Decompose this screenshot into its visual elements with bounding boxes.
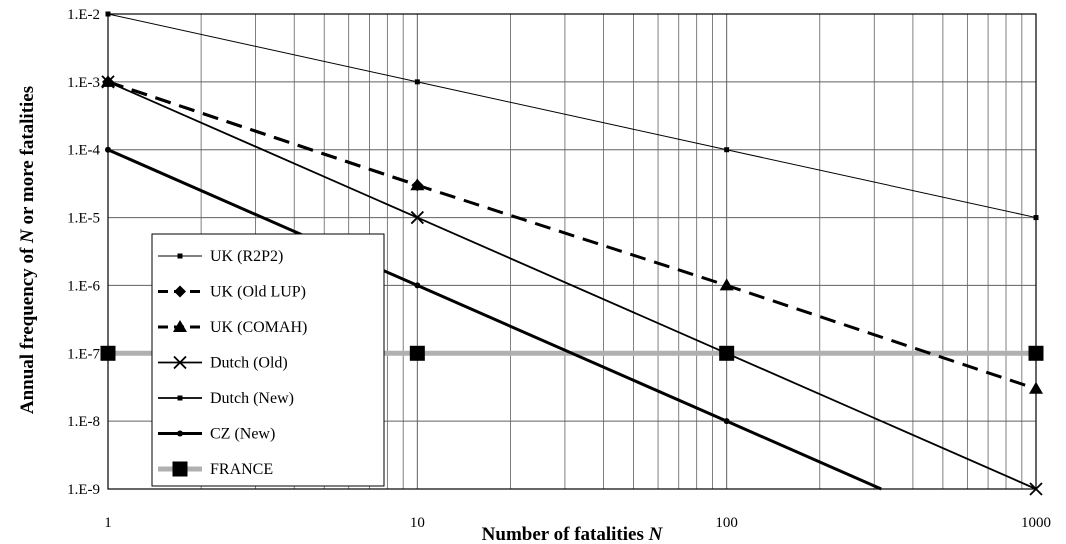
series-line bbox=[107, 148, 882, 491]
data-point bbox=[1029, 381, 1043, 394]
legend-label: UK (COMAH) bbox=[210, 319, 307, 336]
legend-marker bbox=[174, 285, 186, 298]
legend-entry: UK (COMAH) bbox=[158, 319, 307, 336]
x-tick-label: 1000 bbox=[1021, 515, 1051, 531]
legend-label: Dutch (New) bbox=[210, 390, 294, 407]
data-point bbox=[720, 346, 734, 360]
series-line bbox=[107, 80, 1037, 391]
x-tick-label: 100 bbox=[715, 515, 738, 531]
data-point bbox=[724, 147, 730, 153]
data-point bbox=[101, 75, 115, 89]
legend-marker bbox=[173, 320, 187, 332]
legend-entry: FRANCE bbox=[158, 461, 273, 478]
y-tick-label: 1.E-5 bbox=[67, 211, 100, 227]
y-tick-label: 1.E-8 bbox=[67, 414, 100, 430]
data-point bbox=[719, 278, 734, 291]
data-point bbox=[100, 345, 116, 361]
legend-marker bbox=[172, 461, 188, 477]
legend-label: CZ (New) bbox=[210, 426, 275, 443]
plot-frame bbox=[107, 13, 1037, 490]
data-point bbox=[1029, 482, 1043, 496]
series-3 bbox=[101, 75, 1043, 496]
x-tick-label: 1 bbox=[104, 515, 112, 531]
x-tick-label: 10 bbox=[410, 515, 425, 531]
data-point bbox=[414, 282, 421, 289]
x-tick-labels: 1 10 100 1000 bbox=[104, 515, 1051, 531]
legend-entry: CZ (New) bbox=[158, 426, 275, 443]
legend-marker bbox=[177, 395, 183, 401]
y-tick-label: 1.E-4 bbox=[67, 143, 100, 159]
data-point bbox=[410, 210, 424, 225]
data-point bbox=[1028, 345, 1044, 361]
legend-marker bbox=[177, 430, 183, 437]
x-axis-title: Number of fatalities N bbox=[482, 524, 664, 544]
y-tick-label: 1.E-2 bbox=[67, 7, 100, 23]
legend-entry: Dutch (Old) bbox=[158, 355, 288, 372]
data-point bbox=[410, 178, 425, 191]
data-point bbox=[414, 79, 420, 85]
data-point bbox=[1033, 215, 1039, 221]
data-point bbox=[409, 345, 425, 361]
data-point bbox=[105, 11, 111, 17]
series-line bbox=[107, 13, 1037, 219]
data-point bbox=[723, 418, 730, 425]
legend-entry: UK (Old LUP) bbox=[158, 284, 306, 301]
legend: UK (R2P2) UK (Old LUP) UK (COMAH) Dutch (Ol… bbox=[151, 233, 385, 487]
series-line bbox=[107, 81, 1037, 490]
legend-label: FRANCE bbox=[210, 461, 273, 478]
legend-marker bbox=[177, 253, 183, 259]
legend-box bbox=[151, 233, 385, 487]
legend-label: UK (R2P2) bbox=[210, 248, 283, 265]
legend-entry: UK (R2P2) bbox=[158, 248, 283, 265]
y-tick-label: 1.E-3 bbox=[67, 75, 100, 91]
series-0 bbox=[105, 11, 1039, 221]
y-tick-label: 1.E-6 bbox=[67, 278, 100, 294]
data-point bbox=[105, 146, 111, 153]
legend-entry: Dutch (New) bbox=[158, 390, 294, 407]
y-tick-labels: 1.E-2 1.E-3 1.E-4 1.E-5 1.E-6 1.E-7 1.E-8 1.E-9 bbox=[67, 7, 100, 498]
legend-label: UK (Old LUP) bbox=[210, 284, 306, 301]
legend-marker bbox=[173, 355, 187, 370]
series-5 bbox=[105, 146, 882, 491]
y-tick-label: 1.E-9 bbox=[67, 482, 100, 498]
y-axis-title: Annual frequency of N or more fatalities bbox=[17, 86, 38, 414]
legend-label: Dutch (Old) bbox=[210, 355, 288, 372]
y-tick-label: 1.E-7 bbox=[67, 346, 100, 362]
